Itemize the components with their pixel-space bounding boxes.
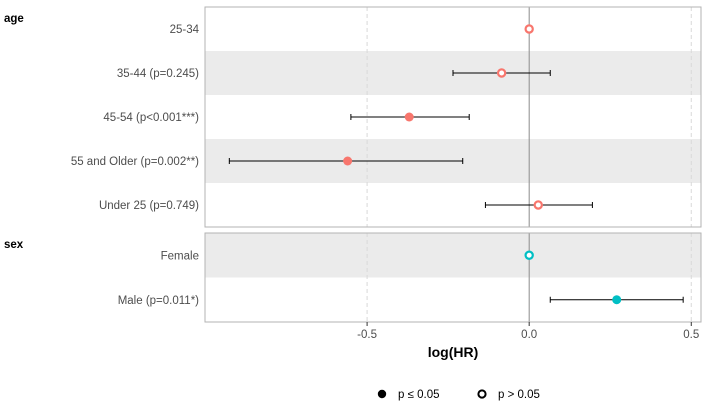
row-label: Female: [161, 250, 199, 262]
row-label: Male (p=0.011*): [118, 295, 199, 307]
panel-border: [204, 6, 702, 228]
estimate-point: [612, 295, 622, 305]
estimate-point: [524, 24, 534, 34]
row-band: [205, 233, 701, 278]
legend-filled-marker: [377, 389, 387, 399]
estimate-point: [343, 156, 353, 166]
estimate-point: [524, 250, 534, 260]
estimate-point: [404, 112, 414, 122]
group-label-sex: sex: [4, 239, 24, 251]
row-label: Under 25 (p=0.749): [99, 200, 199, 212]
legend: p ≤ 0.05 p > 0.05: [377, 389, 540, 401]
row-label: 25-34: [170, 24, 200, 36]
row-label: 35-44 (p=0.245): [117, 68, 199, 80]
x-axis-title: log(HR): [428, 344, 479, 360]
panel-border: [204, 232, 702, 323]
x-tick-label: 0.5: [683, 329, 699, 341]
x-tick-label: 0.0: [521, 329, 537, 341]
row-label: 55 and Older (p=0.002**): [71, 156, 199, 168]
row-label: 45-54 (p<0.001***): [103, 112, 199, 124]
x-tick-label: -0.5: [357, 329, 377, 341]
legend-label-nonsignificant: p > 0.05: [498, 389, 540, 401]
legend-label-significant: p ≤ 0.05: [398, 389, 439, 401]
group-label-age: age: [4, 13, 24, 25]
legend-open-marker: [477, 389, 487, 399]
panel-age: age 25-34 35-44 (p=0.245) 45-54 (p<0.001***…: [4, 6, 702, 228]
estimate-point: [533, 200, 543, 210]
estimate-point: [496, 68, 507, 78]
panel-sex: sex Female Male (p=0.011*): [4, 232, 702, 323]
